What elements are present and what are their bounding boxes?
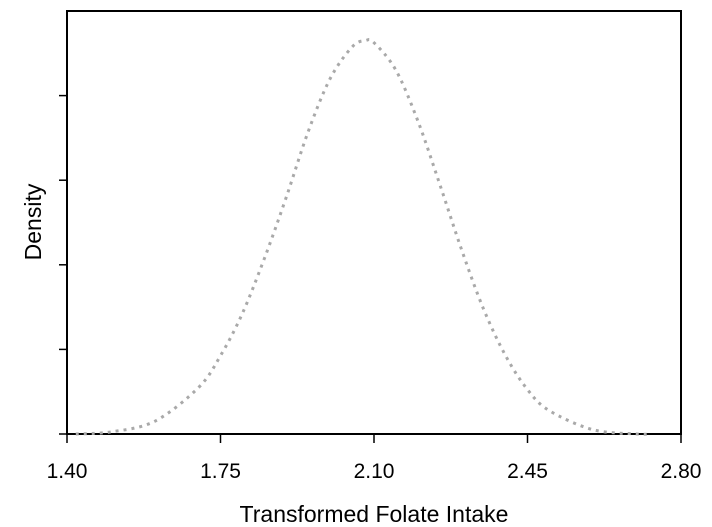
- y-axis-label: Density: [20, 183, 46, 260]
- x-tick-label: 1.40: [47, 460, 88, 483]
- density-curve-line: [75, 38, 651, 436]
- y-axis-ticks: [59, 94, 67, 435]
- x-tick-label: 2.45: [507, 460, 548, 483]
- x-tick-label: 2.80: [661, 460, 702, 483]
- x-axis-ticks: [66, 434, 682, 443]
- x-tick-label: 2.10: [354, 460, 395, 483]
- x-tick-label: 1.75: [200, 460, 241, 483]
- x-axis-label: Transformed Folate Intake: [240, 501, 509, 527]
- plot-frame: [66, 10, 682, 435]
- x-axis-tick-labels: 1.40 1.75 2.10 2.45 2.80: [47, 460, 702, 483]
